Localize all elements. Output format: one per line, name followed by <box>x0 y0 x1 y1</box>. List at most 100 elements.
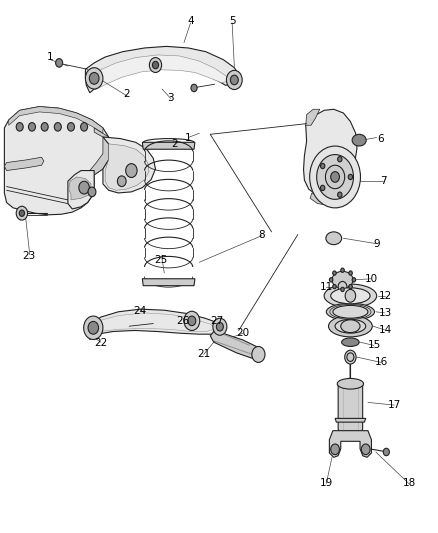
Polygon shape <box>93 313 215 336</box>
Circle shape <box>54 123 61 131</box>
Circle shape <box>81 123 88 131</box>
Circle shape <box>317 155 353 199</box>
Circle shape <box>252 346 265 362</box>
Ellipse shape <box>333 305 368 318</box>
Text: 1: 1 <box>47 52 54 62</box>
Polygon shape <box>338 385 363 432</box>
Polygon shape <box>103 137 155 193</box>
Circle shape <box>331 172 339 182</box>
Text: 12: 12 <box>379 291 392 301</box>
Circle shape <box>19 210 25 216</box>
Circle shape <box>338 281 347 292</box>
Text: 11: 11 <box>320 282 333 292</box>
Circle shape <box>85 68 103 89</box>
Polygon shape <box>69 177 91 200</box>
Text: 25: 25 <box>155 255 168 264</box>
Circle shape <box>349 271 352 275</box>
Circle shape <box>321 163 325 168</box>
Polygon shape <box>105 144 149 190</box>
Circle shape <box>230 75 238 85</box>
Circle shape <box>333 271 336 275</box>
Polygon shape <box>306 109 320 125</box>
Text: 19: 19 <box>320 479 333 488</box>
Circle shape <box>191 84 197 92</box>
Circle shape <box>352 278 356 282</box>
Ellipse shape <box>337 378 364 389</box>
Polygon shape <box>335 418 366 422</box>
Circle shape <box>338 157 342 162</box>
Circle shape <box>361 444 370 455</box>
Polygon shape <box>68 171 94 209</box>
Text: 18: 18 <box>403 479 416 488</box>
Circle shape <box>89 72 99 84</box>
Circle shape <box>345 350 356 364</box>
Text: 8: 8 <box>258 230 265 239</box>
Circle shape <box>28 123 35 131</box>
Text: 7: 7 <box>380 176 387 186</box>
Text: 23: 23 <box>22 251 35 261</box>
Text: 10: 10 <box>365 274 378 284</box>
Circle shape <box>348 174 353 180</box>
Circle shape <box>126 164 137 177</box>
Ellipse shape <box>326 303 374 320</box>
Circle shape <box>79 181 89 194</box>
Text: 26: 26 <box>177 316 190 326</box>
Polygon shape <box>85 46 240 93</box>
Circle shape <box>88 321 99 334</box>
Circle shape <box>341 268 344 272</box>
Text: 14: 14 <box>379 325 392 335</box>
Ellipse shape <box>331 288 370 304</box>
Circle shape <box>16 206 28 220</box>
Polygon shape <box>142 279 195 286</box>
Circle shape <box>226 70 242 90</box>
Text: 21: 21 <box>197 350 210 359</box>
Text: 9: 9 <box>373 239 380 248</box>
Text: 1: 1 <box>185 133 192 142</box>
Circle shape <box>349 285 352 289</box>
Text: 2: 2 <box>171 139 178 149</box>
Circle shape <box>88 187 96 197</box>
Circle shape <box>333 285 336 289</box>
Text: 24: 24 <box>134 306 147 316</box>
Circle shape <box>310 146 360 208</box>
Circle shape <box>341 287 344 292</box>
Polygon shape <box>142 142 195 149</box>
Ellipse shape <box>335 319 366 333</box>
Circle shape <box>188 316 196 326</box>
Circle shape <box>149 58 162 72</box>
Text: 16: 16 <box>374 358 388 367</box>
Text: 27: 27 <box>210 316 223 326</box>
Polygon shape <box>4 157 44 171</box>
Polygon shape <box>210 330 261 358</box>
Ellipse shape <box>332 271 353 288</box>
Circle shape <box>56 59 63 67</box>
Text: 22: 22 <box>94 338 107 348</box>
Polygon shape <box>304 109 357 196</box>
Circle shape <box>41 123 48 131</box>
Ellipse shape <box>352 134 366 146</box>
Circle shape <box>152 61 159 69</box>
Text: 2: 2 <box>124 90 131 99</box>
Circle shape <box>383 448 389 456</box>
Circle shape <box>67 123 74 131</box>
Circle shape <box>321 185 325 191</box>
Ellipse shape <box>326 232 342 245</box>
Circle shape <box>84 316 103 340</box>
Circle shape <box>325 165 345 189</box>
Circle shape <box>184 311 200 330</box>
Text: 6: 6 <box>378 134 385 143</box>
Polygon shape <box>310 193 336 205</box>
Text: 17: 17 <box>388 400 401 410</box>
Text: 13: 13 <box>379 308 392 318</box>
Text: 20: 20 <box>237 328 250 338</box>
Text: 15: 15 <box>368 341 381 350</box>
Ellipse shape <box>342 338 359 346</box>
Circle shape <box>345 289 356 302</box>
Polygon shape <box>92 55 230 90</box>
Circle shape <box>117 176 126 187</box>
Circle shape <box>331 444 339 455</box>
Circle shape <box>213 318 227 335</box>
Polygon shape <box>90 128 109 175</box>
Polygon shape <box>9 107 103 133</box>
Polygon shape <box>329 431 371 457</box>
